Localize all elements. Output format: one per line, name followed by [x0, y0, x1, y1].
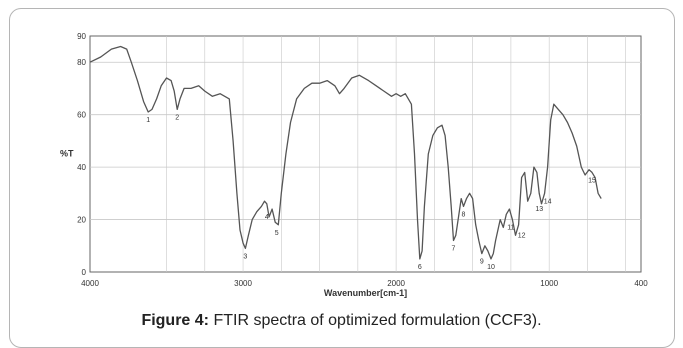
peak-label: 8 — [462, 211, 466, 218]
y-tick-label: 20 — [77, 216, 86, 225]
x-tick-label: 400 — [634, 279, 648, 288]
x-axis-label: Wavenumber[cm-1] — [324, 288, 407, 298]
peak-label: 4 — [265, 214, 269, 221]
peak-label: 15 — [588, 177, 596, 184]
x-tick-label: 3000 — [234, 279, 252, 288]
figure-caption: Figure 4: FTIR spectra of optimized form… — [0, 312, 683, 330]
y-tick-label: 90 — [77, 32, 86, 41]
y-tick-label: 60 — [77, 111, 86, 120]
peak-label: 12 — [518, 232, 526, 239]
peak-label: 10 — [487, 264, 495, 271]
peak-label: 14 — [544, 198, 552, 205]
x-tick-label: 4000 — [81, 279, 99, 288]
y-tick-label: 40 — [77, 163, 86, 172]
y-tick-label: 80 — [77, 58, 86, 67]
x-tick-label: 1000 — [540, 279, 558, 288]
peak-label: 1 — [146, 117, 150, 124]
peak-label: 6 — [418, 264, 422, 271]
plot-area — [89, 35, 642, 273]
peak-label: 3 — [243, 253, 247, 260]
x-tick-label: 2000 — [387, 279, 405, 288]
figure-caption-label: Figure 4: — [141, 312, 209, 329]
peak-label: 7 — [452, 246, 456, 253]
peak-label: 13 — [535, 206, 543, 213]
spectrum-line — [89, 45, 602, 260]
y-tick-label: 0 — [82, 268, 87, 277]
peak-label: 5 — [275, 230, 279, 237]
peak-label: 2 — [175, 114, 179, 121]
ftir-spectrum-chart: 0 20 40 60 80 90 4000 3000 2000 1000 400 %T Wavenumb… — [60, 32, 648, 298]
figure-caption-text: FTIR spectra of optimized formulation (C… — [213, 312, 542, 329]
y-axis-label: %T — [60, 149, 74, 159]
peak-label: 11 — [507, 225, 514, 232]
peak-label: 9 — [480, 259, 484, 266]
